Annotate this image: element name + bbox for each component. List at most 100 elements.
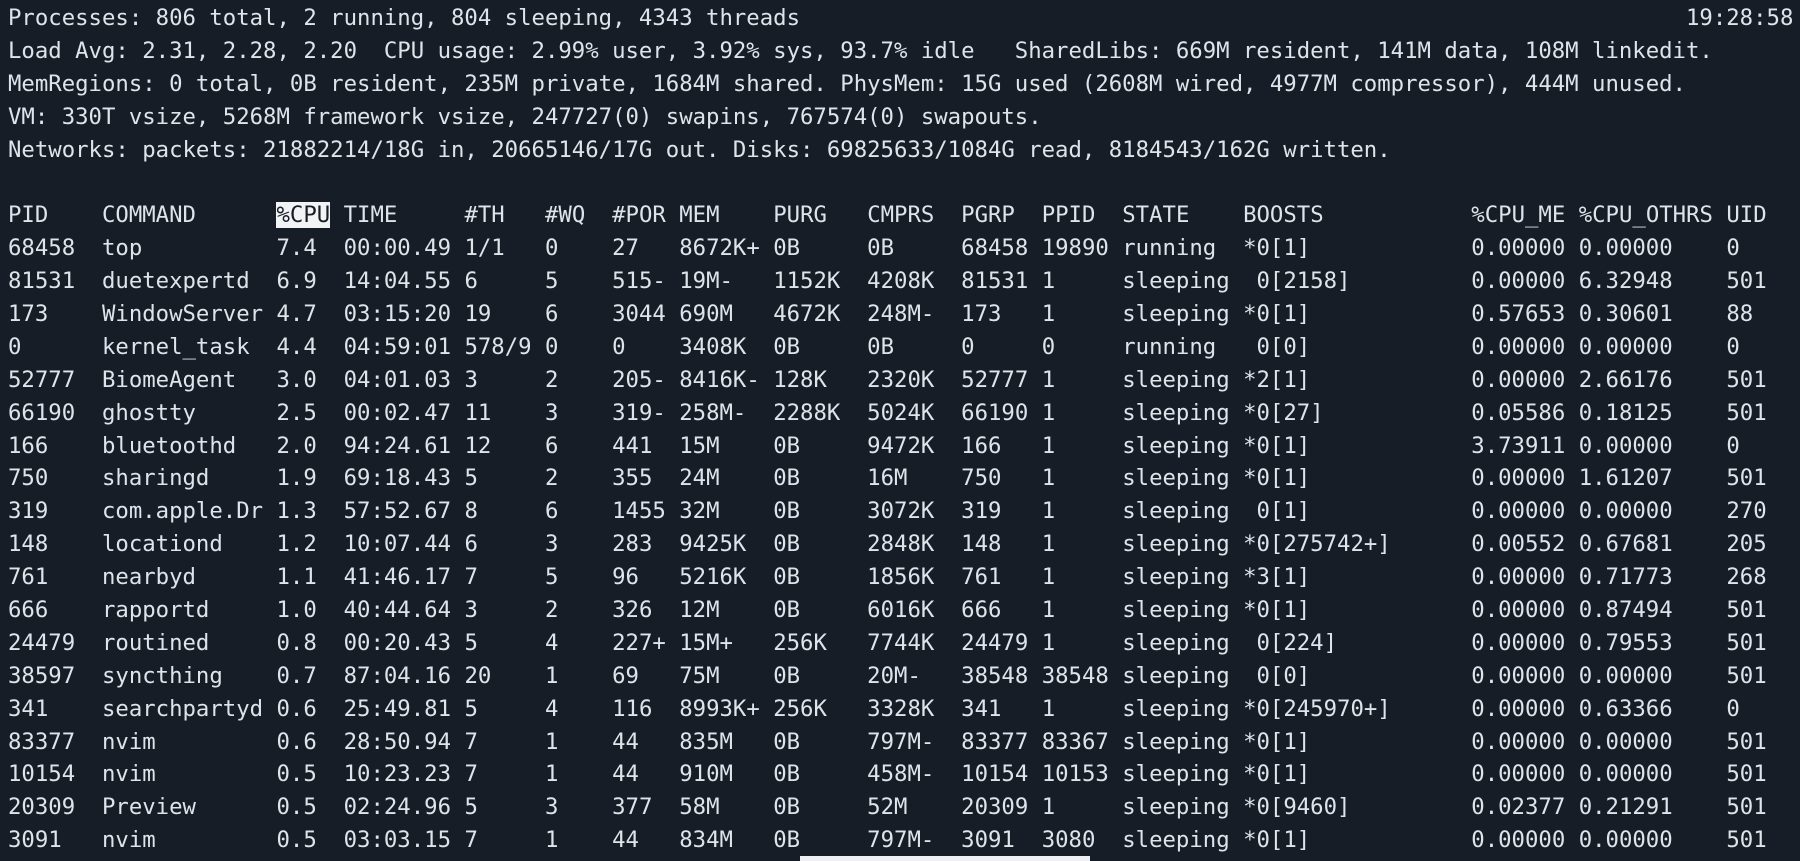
cell-mem: 834M <box>679 827 774 854</box>
cell-cmprs: 16M <box>867 465 962 492</box>
blank-line <box>8 166 1800 199</box>
cell-por: 283 <box>612 531 680 558</box>
cell-command: nvim <box>101 827 277 854</box>
cell-por: 441 <box>612 432 680 459</box>
cell-cpu_me: 0.00000 <box>1471 564 1579 591</box>
cell-mem: 15M+ <box>679 629 774 656</box>
cell-por: 96 <box>612 564 680 591</box>
process-row: 68458 top 7.4 00:00.49 1/1 0 27 8672K+ 0… <box>8 232 1800 265</box>
cell-pid: 166 <box>8 432 102 459</box>
cell-cpu: 1.2 <box>276 531 344 558</box>
cell-cpu_me: 0.00000 <box>1471 498 1579 525</box>
cell-purg: 0B <box>773 662 868 689</box>
cell-time: 10:23.23 <box>343 761 465 788</box>
cell-cmprs: 4208K <box>867 268 962 295</box>
cell-mem: 58M <box>679 794 774 821</box>
cell-uid: 501 <box>1726 366 1767 393</box>
cell-cmprs: 9472K <box>867 432 962 459</box>
cell-command: duetexpertd <box>101 268 277 295</box>
cell-time: 03:15:20 <box>343 301 465 328</box>
cell-pid: 750 <box>8 465 102 492</box>
summary-line-4: VM: 330T vsize, 5268M framework vsize, 2… <box>8 101 1800 134</box>
cell-uid: 501 <box>1726 662 1767 689</box>
cell-th: 20 <box>464 662 545 689</box>
cell-ppid: 3080 <box>1041 827 1123 854</box>
cell-cpu_me: 0.00000 <box>1471 366 1579 393</box>
cell-ppid: 1 <box>1041 629 1123 656</box>
cell-cmprs: 2848K <box>867 531 962 558</box>
cell-ppid: 10153 <box>1041 761 1123 788</box>
cell-mem: 32M <box>679 498 774 525</box>
cell-purg: 256K <box>773 629 868 656</box>
cell-ppid: 1 <box>1041 366 1123 393</box>
cell-pid: 0 <box>8 333 102 360</box>
cell-state: sleeping <box>1122 498 1244 525</box>
cell-cpu: 0.5 <box>276 761 344 788</box>
cell-time: 57:52.67 <box>343 498 465 525</box>
cell-purg: 0B <box>773 465 868 492</box>
cell-mem: 3408K <box>679 333 774 360</box>
cell-boosts: *2[1] <box>1243 366 1472 393</box>
cell-pid: 173 <box>8 301 102 328</box>
column-header-purg: PURG <box>773 202 868 229</box>
cell-por: 116 <box>612 695 680 722</box>
cell-purg: 4672K <box>773 301 868 328</box>
cell-ppid: 1 <box>1041 498 1123 525</box>
cell-time: 00:00.49 <box>343 235 465 262</box>
cell-th: 19 <box>464 301 545 328</box>
cell-boosts: *0[1] <box>1243 235 1472 262</box>
cell-uid: 0 <box>1726 333 1767 360</box>
cell-cmprs: 248M- <box>867 301 962 328</box>
cell-th: 12 <box>464 432 545 459</box>
cell-uid: 0 <box>1726 695 1767 722</box>
cell-cpu_me: 0.00000 <box>1471 597 1579 624</box>
cell-por: 44 <box>612 728 680 755</box>
cell-state: sleeping <box>1122 695 1244 722</box>
column-header-cpu_othrs: %CPU_OTHRS <box>1578 202 1727 229</box>
cell-cpu_othrs: 0.00000 <box>1578 432 1727 459</box>
cell-cpu_me: 0.00000 <box>1471 235 1579 262</box>
cell-wq: 1 <box>544 728 613 755</box>
summary-line-2: Load Avg: 2.31, 2.28, 2.20 CPU usage: 2.… <box>8 35 1800 68</box>
cell-wq: 0 <box>544 333 613 360</box>
process-row: 38597 syncthing 0.7 87:04.16 20 1 69 75M… <box>8 660 1800 693</box>
cell-wq: 1 <box>544 761 613 788</box>
cell-cpu_othrs: 6.32948 <box>1578 268 1727 295</box>
cell-uid: 501 <box>1726 465 1767 492</box>
cell-cpu_me: 0.00552 <box>1471 531 1579 558</box>
cell-pgrp: 81531 <box>961 268 1042 295</box>
cell-cmprs: 797M- <box>867 827 962 854</box>
column-header-uid: UID <box>1726 202 1767 229</box>
cell-purg: 1152K <box>773 268 868 295</box>
cell-purg: 0B <box>773 597 868 624</box>
cell-boosts: *0[1] <box>1243 827 1472 854</box>
cell-cpu_me: 0.00000 <box>1471 629 1579 656</box>
cell-command: nvim <box>101 728 277 755</box>
cell-boosts: *0[1] <box>1243 432 1472 459</box>
cell-state: sleeping <box>1122 301 1244 328</box>
cell-cpu: 1.9 <box>276 465 344 492</box>
cell-mem: 8993K+ <box>679 695 774 722</box>
cell-boosts: *0[9460] <box>1243 794 1472 821</box>
cell-cpu_othrs: 1.61207 <box>1578 465 1727 492</box>
cell-cpu: 3.0 <box>276 366 344 393</box>
column-header-th: #TH <box>464 202 545 229</box>
cell-time: 00:20.43 <box>343 629 465 656</box>
cell-state: sleeping <box>1122 794 1244 821</box>
cell-por: 515- <box>612 268 680 295</box>
cell-command: ghostty <box>101 399 277 426</box>
cell-mem: 24M <box>679 465 774 492</box>
cell-pgrp: 319 <box>961 498 1042 525</box>
cell-cpu_othrs: 0.00000 <box>1578 662 1727 689</box>
cell-cpu_me: 0.00000 <box>1471 333 1579 360</box>
cell-wq: 4 <box>544 629 613 656</box>
cell-boosts: *0[275742+] <box>1243 531 1472 558</box>
cell-cpu: 0.5 <box>276 794 344 821</box>
process-row: 173 WindowServer 4.7 03:15:20 19 6 3044 … <box>8 298 1800 331</box>
cell-cpu_othrs: 0.87494 <box>1578 597 1727 624</box>
process-row: 666 rapportd 1.0 40:44.64 3 2 326 12M 0B… <box>8 594 1800 627</box>
cell-pgrp: 10154 <box>961 761 1042 788</box>
cell-purg: 0B <box>773 728 868 755</box>
